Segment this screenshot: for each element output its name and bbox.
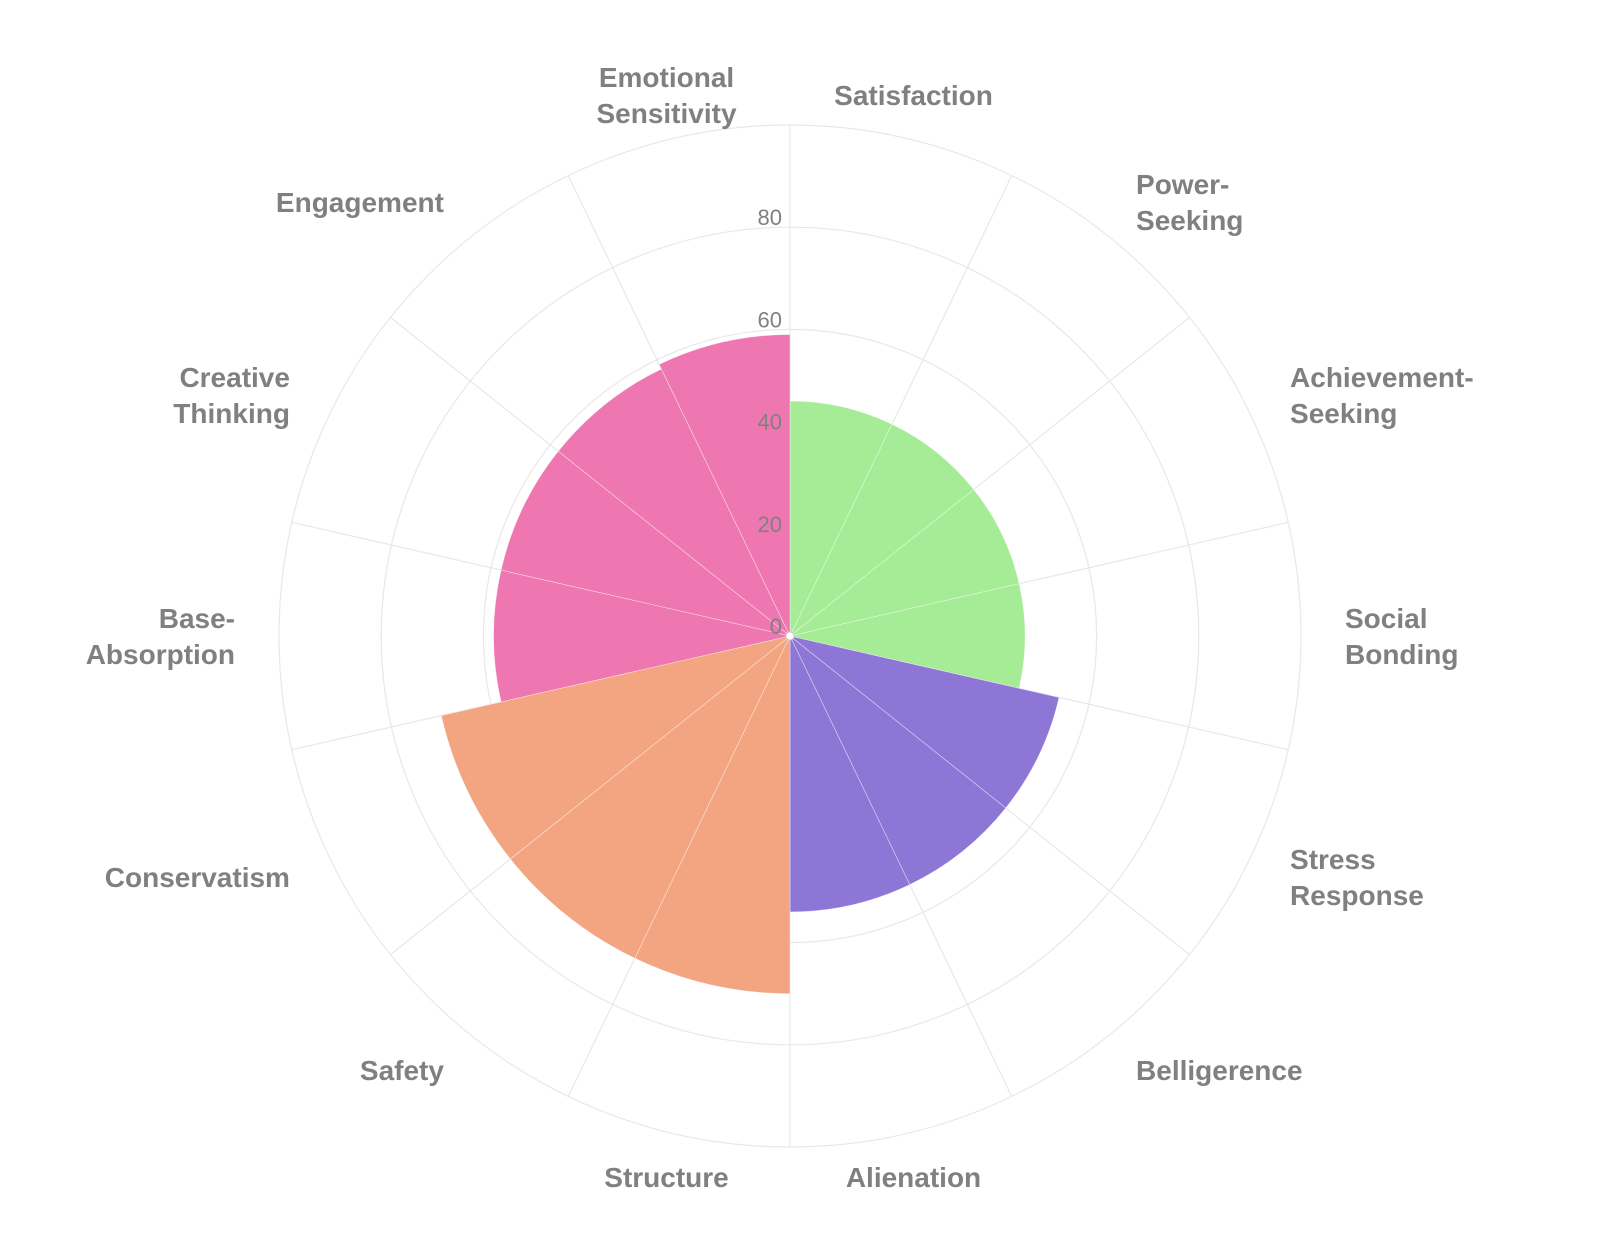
category-label: Stress Response <box>1290 844 1424 911</box>
bar-satisfaction <box>789 400 893 637</box>
bar-creativethinking <box>500 450 791 637</box>
category-label: Safety <box>360 1055 444 1086</box>
tick-label: 0 <box>770 614 782 639</box>
category-label: Achievement-Seeking <box>1290 362 1474 429</box>
tick-label: 20 <box>758 512 782 537</box>
category-label: Base-Absorption <box>86 603 235 670</box>
bar-socialbonding <box>789 583 1026 689</box>
category-label: Emotional Sensitivity <box>596 62 736 129</box>
bar-structure <box>634 635 791 995</box>
radial-tick-labels: 0 20 40 60 80 <box>758 205 782 639</box>
bar-base-absorption <box>493 569 791 703</box>
tick-label: 80 <box>758 205 782 230</box>
category-label: Belligerence <box>1136 1055 1303 1086</box>
bar-achievement-seeking <box>789 489 1020 637</box>
category-label: Social Bonding <box>1345 603 1459 670</box>
category-label: Satisfaction <box>834 80 993 111</box>
category-label: Alienation <box>846 1162 981 1193</box>
category-label: Conservatism <box>105 862 290 893</box>
category-label: Power-Seeking <box>1136 169 1243 236</box>
category-labels: Satisfaction Power-Seeking Achievement-See… <box>86 62 1474 1193</box>
bar-alienation <box>789 635 911 913</box>
center-dot <box>785 631 795 641</box>
category-label: Creative Thinking <box>173 362 290 429</box>
bar-power-seeking <box>789 423 975 637</box>
category-label: Engagement <box>276 187 444 218</box>
category-label: Structure <box>604 1162 728 1193</box>
bar-emotionalsensitivity <box>658 334 791 637</box>
bar-belligerence <box>789 635 1007 886</box>
bar-conservatism <box>440 635 791 860</box>
tick-label: 40 <box>758 410 782 435</box>
bars <box>440 334 1060 995</box>
bar-stressresponse <box>789 635 1060 809</box>
bar-engagement <box>557 368 791 637</box>
tick-label: 60 <box>758 307 782 332</box>
bar-safety <box>509 635 791 959</box>
